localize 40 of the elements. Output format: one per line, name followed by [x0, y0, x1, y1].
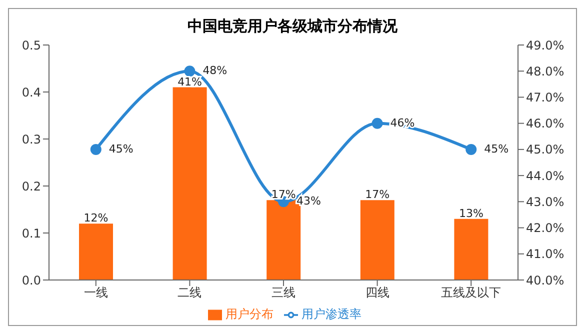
- point: [466, 144, 477, 155]
- point: [372, 118, 383, 129]
- legend-label: 用户分布: [226, 307, 274, 321]
- data-label: 48%: [202, 64, 228, 78]
- y-tick-label: 0.3: [22, 132, 41, 146]
- data-label: 17%: [365, 188, 390, 202]
- chart-title: 中国电竞用户各级城市分布情况: [186, 17, 398, 37]
- data-label: 45%: [484, 142, 509, 156]
- y2-tick-label: 49.0%: [526, 38, 564, 52]
- x-tick-label: 五线及以下: [441, 286, 502, 300]
- y-tick-label: 0.5: [22, 38, 41, 52]
- data-label: 12%: [84, 212, 108, 225]
- legend-label: 用户渗透率: [302, 307, 362, 321]
- y2-tick-label: 48.0%: [526, 64, 564, 78]
- data-label: 13%: [458, 206, 484, 220]
- x-tick-label: 二线: [178, 286, 202, 300]
- y2-tick-label: 41.0%: [526, 247, 564, 262]
- y2-tick-label: 40.0%: [526, 273, 564, 288]
- point: [184, 66, 196, 77]
- point: [90, 144, 102, 155]
- y2-tick-label: 45.0%: [526, 142, 564, 157]
- y2-tick-label: 44.0%: [526, 168, 564, 183]
- x-tick-label: 三线: [272, 286, 296, 300]
- data-label: 45%: [108, 142, 134, 156]
- y-tick-label: 0.4: [22, 85, 41, 100]
- y2-tick-label: 42.0%: [526, 221, 564, 236]
- data-label: 41%: [178, 75, 202, 88]
- y-tick-label: 0.0: [22, 273, 41, 288]
- x-tick-label: 四线: [365, 286, 390, 300]
- bar: [172, 87, 207, 280]
- y-tick-label: 0.2: [22, 179, 41, 194]
- bar: [79, 224, 113, 280]
- data-label: 43%: [296, 194, 321, 208]
- y2-tick-label: 43.0%: [526, 194, 564, 209]
- y-tick-label: 0.1: [22, 226, 41, 240]
- x-tick-label: 一线: [84, 286, 108, 300]
- bar: [360, 200, 394, 280]
- y2-tick-label: 46.0%: [526, 116, 564, 131]
- bar: [454, 218, 488, 280]
- y2-tick-label: 47.0%: [526, 90, 564, 104]
